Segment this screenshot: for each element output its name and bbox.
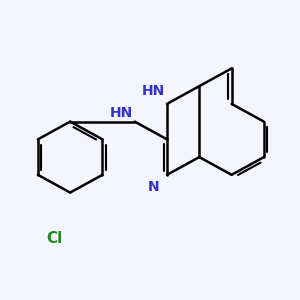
Text: HN: HN [110,106,133,120]
Text: Cl: Cl [46,231,62,246]
Text: HN: HN [142,85,165,98]
Text: N: N [148,180,159,194]
